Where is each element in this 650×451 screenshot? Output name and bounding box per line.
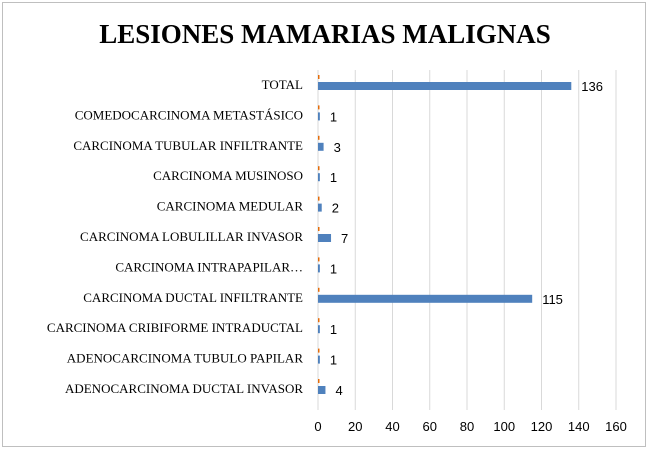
bar: [318, 142, 324, 151]
bar-series-2: [318, 135, 320, 140]
x-tick-label: 120: [531, 419, 553, 434]
bar: [318, 264, 320, 273]
bar: [318, 112, 320, 121]
category-label: CARCINOMA INTRAPAPILAR…: [115, 259, 303, 274]
chart-frame: [2, 2, 646, 447]
bar: [318, 355, 320, 364]
data-label: 1: [330, 353, 337, 368]
data-label: 115: [542, 292, 563, 307]
bars: [318, 75, 572, 394]
data-label: 3: [334, 140, 341, 155]
bar: [318, 173, 320, 182]
category-label: ADENOCARCINOMA DUCTAL INVASOR: [65, 381, 303, 396]
data-label: 1: [330, 109, 337, 124]
bar: [318, 234, 332, 242]
data-label: 1: [330, 170, 337, 185]
data-label: 7: [341, 231, 348, 246]
chart-title: LESIONES MAMARIAS MALIGNAS: [99, 19, 551, 49]
x-tick-label: 60: [423, 419, 437, 434]
x-tick-label: 160: [605, 419, 627, 434]
bar-series-2: [318, 166, 320, 171]
x-tick-label: 0: [314, 419, 321, 434]
category-label: CARCINOMA MEDULAR: [157, 199, 304, 214]
bar-series-2: [318, 318, 320, 323]
bar-series-2: [318, 105, 320, 110]
x-tick-labels: 0 20 40 60 80 100 120 140 160: [314, 419, 626, 434]
data-label: 1: [330, 322, 337, 337]
bar-series-2: [318, 227, 320, 231]
bar: [318, 82, 572, 90]
gridlines: [317, 70, 617, 410]
bar-series-2: [318, 196, 320, 201]
category-label: CARCINOMA MUSINOSO: [153, 168, 303, 183]
data-label: 2: [332, 201, 339, 216]
x-tick-label: 80: [460, 419, 474, 434]
bar: [318, 294, 533, 303]
bar-series-2: [318, 379, 320, 383]
category-label: CARCINOMA CRIBIFORME INTRADUCTAL: [47, 320, 303, 335]
category-label: CARCINOMA DUCTAL INFILTRANTE: [83, 290, 303, 305]
x-tick-label: 100: [493, 419, 515, 434]
bar: [318, 203, 322, 212]
category-label: ADENOCARCINOMA TUBULO PAPILAR: [67, 351, 304, 366]
x-tick-label: 140: [568, 419, 590, 434]
category-label: CARCINOMA TUBULAR INFILTRANTE: [73, 138, 303, 153]
category-labels: TOTAL COMEDOCARCINOMA METASTÁSICO CARCINOM…: [47, 77, 303, 396]
category-label: CARCINOMA LOBULILLAR INVASOR: [80, 229, 303, 244]
bar-series-2: [318, 75, 320, 79]
x-tick-label: 20: [348, 419, 362, 434]
category-label: COMEDOCARCINOMA METASTÁSICO: [75, 107, 303, 122]
bar: [318, 325, 320, 334]
data-label: 136: [581, 79, 603, 94]
data-label: 4: [335, 383, 342, 398]
bar-series-2: [318, 348, 320, 353]
bar: [318, 386, 326, 394]
x-tick-label: 40: [385, 419, 399, 434]
bar-series-2: [318, 287, 320, 292]
category-label: TOTAL: [262, 77, 303, 92]
bar-series-2: [318, 257, 320, 262]
data-label: 1: [330, 261, 337, 276]
